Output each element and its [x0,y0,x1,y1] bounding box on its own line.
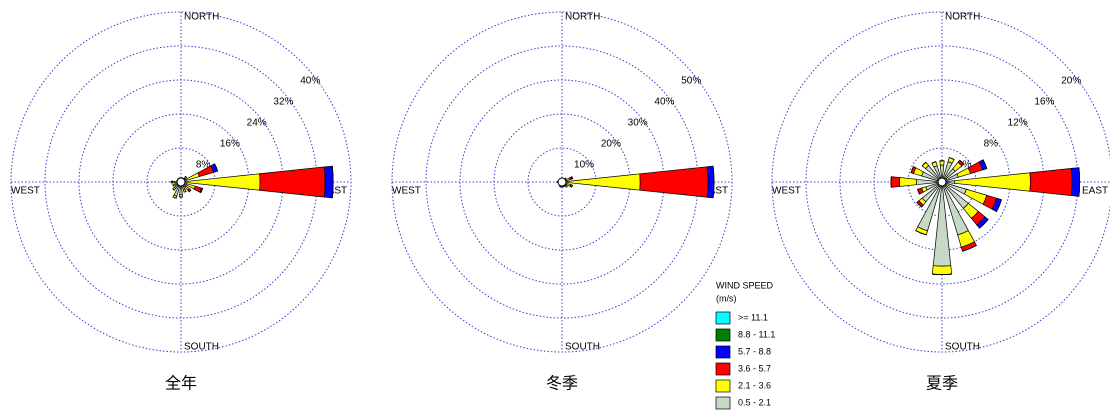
petal-segment [214,163,219,172]
chart-title: 夏季 [926,374,958,393]
ring-label: 10% [574,159,594,170]
compass-label: WEST [772,186,801,197]
petal-segment [954,172,1031,192]
ring-label: 20% [601,138,621,149]
legend-swatch [715,396,731,410]
compass-label: SOUTH [184,342,219,353]
ring-label: 30% [628,118,648,129]
legend-swatch [715,379,731,393]
ring-label: 20% [1061,76,1081,87]
wind-rose: 4% 8% 12% 16% 20% NORTH EAST SOUTH WEST 夏季 [771,11,1110,393]
ring-label: 40% [654,97,674,108]
ring-label: 8% [984,138,999,149]
petal-segment [183,191,187,193]
compass-label: NORTH [184,12,219,23]
petal-segment [1070,167,1081,197]
ring-label: 24% [247,118,267,129]
wind-rose: 8% 16% 24% 32% 40% NORTH EAST SOUTH WEST 全年 [10,11,352,393]
compass-label: WEST [11,186,40,197]
chart-title: 冬季 [546,374,578,393]
calm-circle [176,177,186,187]
ring-label: 16% [220,138,240,149]
petal-segment [571,184,573,188]
calm-circle [937,177,947,187]
petal-segment [899,177,918,187]
petal-segment [564,177,567,180]
petal-segment [939,160,945,166]
ring-grid [10,11,352,353]
chart-title: 全年 [165,374,197,393]
compass-label: WEST [392,186,421,197]
compass-label: NORTH [945,12,980,23]
legend-swatch [715,362,731,376]
petal-segment [639,166,709,198]
ring-label: 16% [1034,97,1054,108]
petal-segment [185,176,187,178]
legend-label: 8.8 - 11.1 [738,329,775,339]
ring-label: 12% [1008,118,1028,129]
ring-label: 50% [681,76,701,87]
ring-label: 8% [196,159,211,170]
petal-segment [982,159,988,169]
ring-grid [771,11,1110,353]
petal-segment [1029,168,1073,196]
compass-label: EAST [702,186,728,197]
petal-segment [921,161,927,167]
ring-label: 40% [300,76,320,87]
petal-segment [571,176,574,179]
legend-swatch [715,345,731,359]
wind-rose: 10% 20% 30% 40% 50% NORTH EAST SOUTH WEST 冬季 [391,11,733,393]
compass-label: SOUTH [565,342,600,353]
petal-segment [915,230,927,236]
petal-segment [186,172,200,181]
petal-segment [963,188,988,205]
legend-label: 3.6 - 5.7 [738,363,771,373]
petal-segment [323,165,334,199]
legend-swatch [715,328,731,342]
legend-swatch [715,311,731,325]
compass-label: SOUTH [945,342,980,353]
ring-label: 4% [957,159,972,170]
petal-segment [1078,167,1081,197]
petal-segment [172,188,175,191]
ring-label: 32% [273,97,293,108]
compass-label: EAST [1082,186,1108,197]
legend-label: 5.7 - 8.8 [738,346,771,356]
petal-segment [712,166,715,198]
petal-segment [910,166,914,173]
ring-grid [391,11,733,353]
compass-label: EAST [321,186,347,197]
petal-segment [931,265,953,275]
petal-segment [707,165,715,199]
calm-circle [557,177,567,187]
compass-label: NORTH [565,12,600,23]
petal-segment [890,176,901,188]
petal-segment [564,173,641,191]
petal-segment [979,219,989,229]
legend-unit: (m/s) [716,293,737,303]
legend-label: 0.5 - 2.1 [738,397,771,407]
legend-label: >= 11.1 [738,312,768,322]
petal-segment [259,166,326,198]
legend-title: WIND SPEED [716,280,774,290]
legend-label: 2.1 - 3.6 [738,380,771,390]
